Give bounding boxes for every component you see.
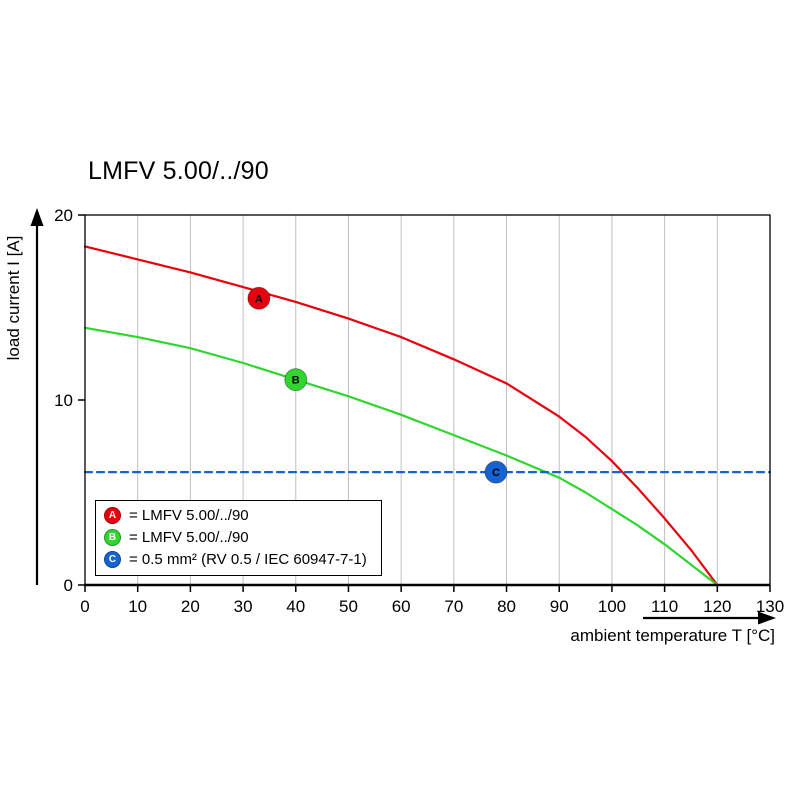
x-axis-label: ambient temperature T [°C]	[570, 626, 775, 645]
x-tick-label: 20	[181, 597, 200, 616]
legend-item-c: C = 0.5 mm² (RV 0.5 / IEC 60947-7-1)	[104, 551, 367, 568]
x-tick-label: 50	[339, 597, 358, 616]
curves	[83, 245, 772, 587]
x-tick-label: 70	[444, 597, 463, 616]
y-tick-label: 20	[54, 206, 73, 225]
marker-C	[484, 460, 508, 484]
x-tick-label: 80	[497, 597, 516, 616]
y-tick-label: 10	[54, 391, 73, 410]
legend-badge-b: B	[104, 529, 121, 546]
x-tick-label: 0	[80, 597, 89, 616]
x-tick-label: 60	[392, 597, 411, 616]
curve-markers: A B C	[247, 286, 508, 484]
x-tick-label: 90	[550, 597, 569, 616]
x-tick-label: 10	[128, 597, 147, 616]
curve-B	[83, 326, 719, 587]
legend-label-b: = LMFV 5.00/../90	[129, 529, 249, 546]
marker-B	[284, 368, 308, 392]
axis-ticks: 0 10 20 30 40 50 60 70 80 90 100 110 120 130 0 10 20	[54, 206, 784, 616]
curve-A	[83, 245, 719, 587]
x-tick-label: 40	[286, 597, 305, 616]
x-tick-label: 30	[234, 597, 253, 616]
legend-badge-a: A	[104, 507, 121, 524]
legend-item-b: B = LMFV 5.00/../90	[104, 529, 367, 546]
x-tick-label: 130	[756, 597, 784, 616]
gridlines	[137, 215, 718, 585]
legend: A = LMFV 5.00/../90 B = LMFV 5.00/../90 …	[95, 500, 382, 576]
legend-label-a: = LMFV 5.00/../90	[129, 507, 249, 524]
x-tick-label: 110	[651, 597, 678, 616]
legend-badge-c: C	[104, 551, 121, 568]
y-axis-label: load current I [A]	[4, 236, 23, 361]
marker-A	[247, 286, 271, 310]
x-axis-arrowhead	[758, 611, 776, 625]
x-tick-label: 120	[703, 597, 731, 616]
legend-label-c: = 0.5 mm² (RV 0.5 / IEC 60947-7-1)	[129, 551, 367, 568]
marker-letter-A: A	[255, 293, 263, 305]
x-tick-label: 100	[598, 597, 626, 616]
marker-letter-C: C	[492, 467, 500, 479]
y-tick-label: 0	[64, 576, 73, 595]
y-axis-arrowhead	[30, 208, 44, 226]
legend-item-a: A = LMFV 5.00/../90	[104, 507, 367, 524]
chart-title: LMFV 5.00/../90	[88, 157, 269, 185]
marker-letter-B: B	[292, 375, 300, 387]
